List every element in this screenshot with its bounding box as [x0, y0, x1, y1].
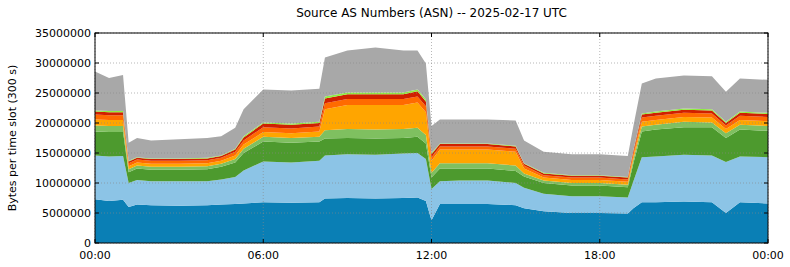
tick-x: [599, 33, 600, 37]
axis-label-y: Bytes per time slot (300 s): [6, 65, 19, 212]
frame: [95, 33, 768, 243]
tick-y: [764, 93, 768, 94]
tick-label-y: 10000000: [35, 177, 91, 190]
tick-x: [263, 33, 264, 37]
tick-y: [764, 243, 768, 244]
tick-y: [764, 183, 768, 184]
tick-x: [431, 239, 432, 243]
tick-y: [95, 123, 99, 124]
tick-y: [764, 63, 768, 64]
tick-y: [764, 153, 768, 154]
tick-x: [599, 239, 600, 243]
tick-y: [764, 33, 768, 34]
tick-label-y: 5000000: [42, 207, 91, 220]
tick-label-y: 20000000: [35, 117, 91, 130]
tick-label-y: 35000000: [35, 27, 91, 40]
tick-x: [768, 239, 769, 243]
tick-x: [95, 33, 96, 37]
tick-y: [764, 123, 768, 124]
tick-y: [95, 183, 99, 184]
tick-label-y: 25000000: [35, 87, 91, 100]
tick-y: [95, 213, 99, 214]
tick-y: [95, 243, 99, 244]
grid-line-x: [599, 33, 600, 243]
tick-label-y: 30000000: [35, 57, 91, 70]
tick-label-y: 15000000: [35, 147, 91, 160]
title: Source AS Numbers (ASN) -- 2025-02-17 UT…: [296, 6, 567, 20]
grid-line-x: [431, 33, 432, 243]
tick-y: [95, 33, 99, 34]
chart: 0500000010000000150000002000000025000000…: [0, 0, 790, 267]
grid-line-x: [263, 33, 264, 243]
tick-x: [431, 33, 432, 37]
tick-x: [768, 33, 769, 37]
tick-label-x: 00:00: [752, 249, 784, 262]
tick-y: [95, 63, 99, 64]
tick-label-x: 00:00: [79, 249, 111, 262]
tick-y: [764, 213, 768, 214]
tick-x: [95, 239, 96, 243]
tick-x: [263, 239, 264, 243]
tick-label-x: 06:00: [247, 249, 279, 262]
tick-label-x: 12:00: [416, 249, 448, 262]
tick-label-x: 18:00: [584, 249, 616, 262]
tick-y: [95, 93, 99, 94]
tick-y: [95, 153, 99, 154]
